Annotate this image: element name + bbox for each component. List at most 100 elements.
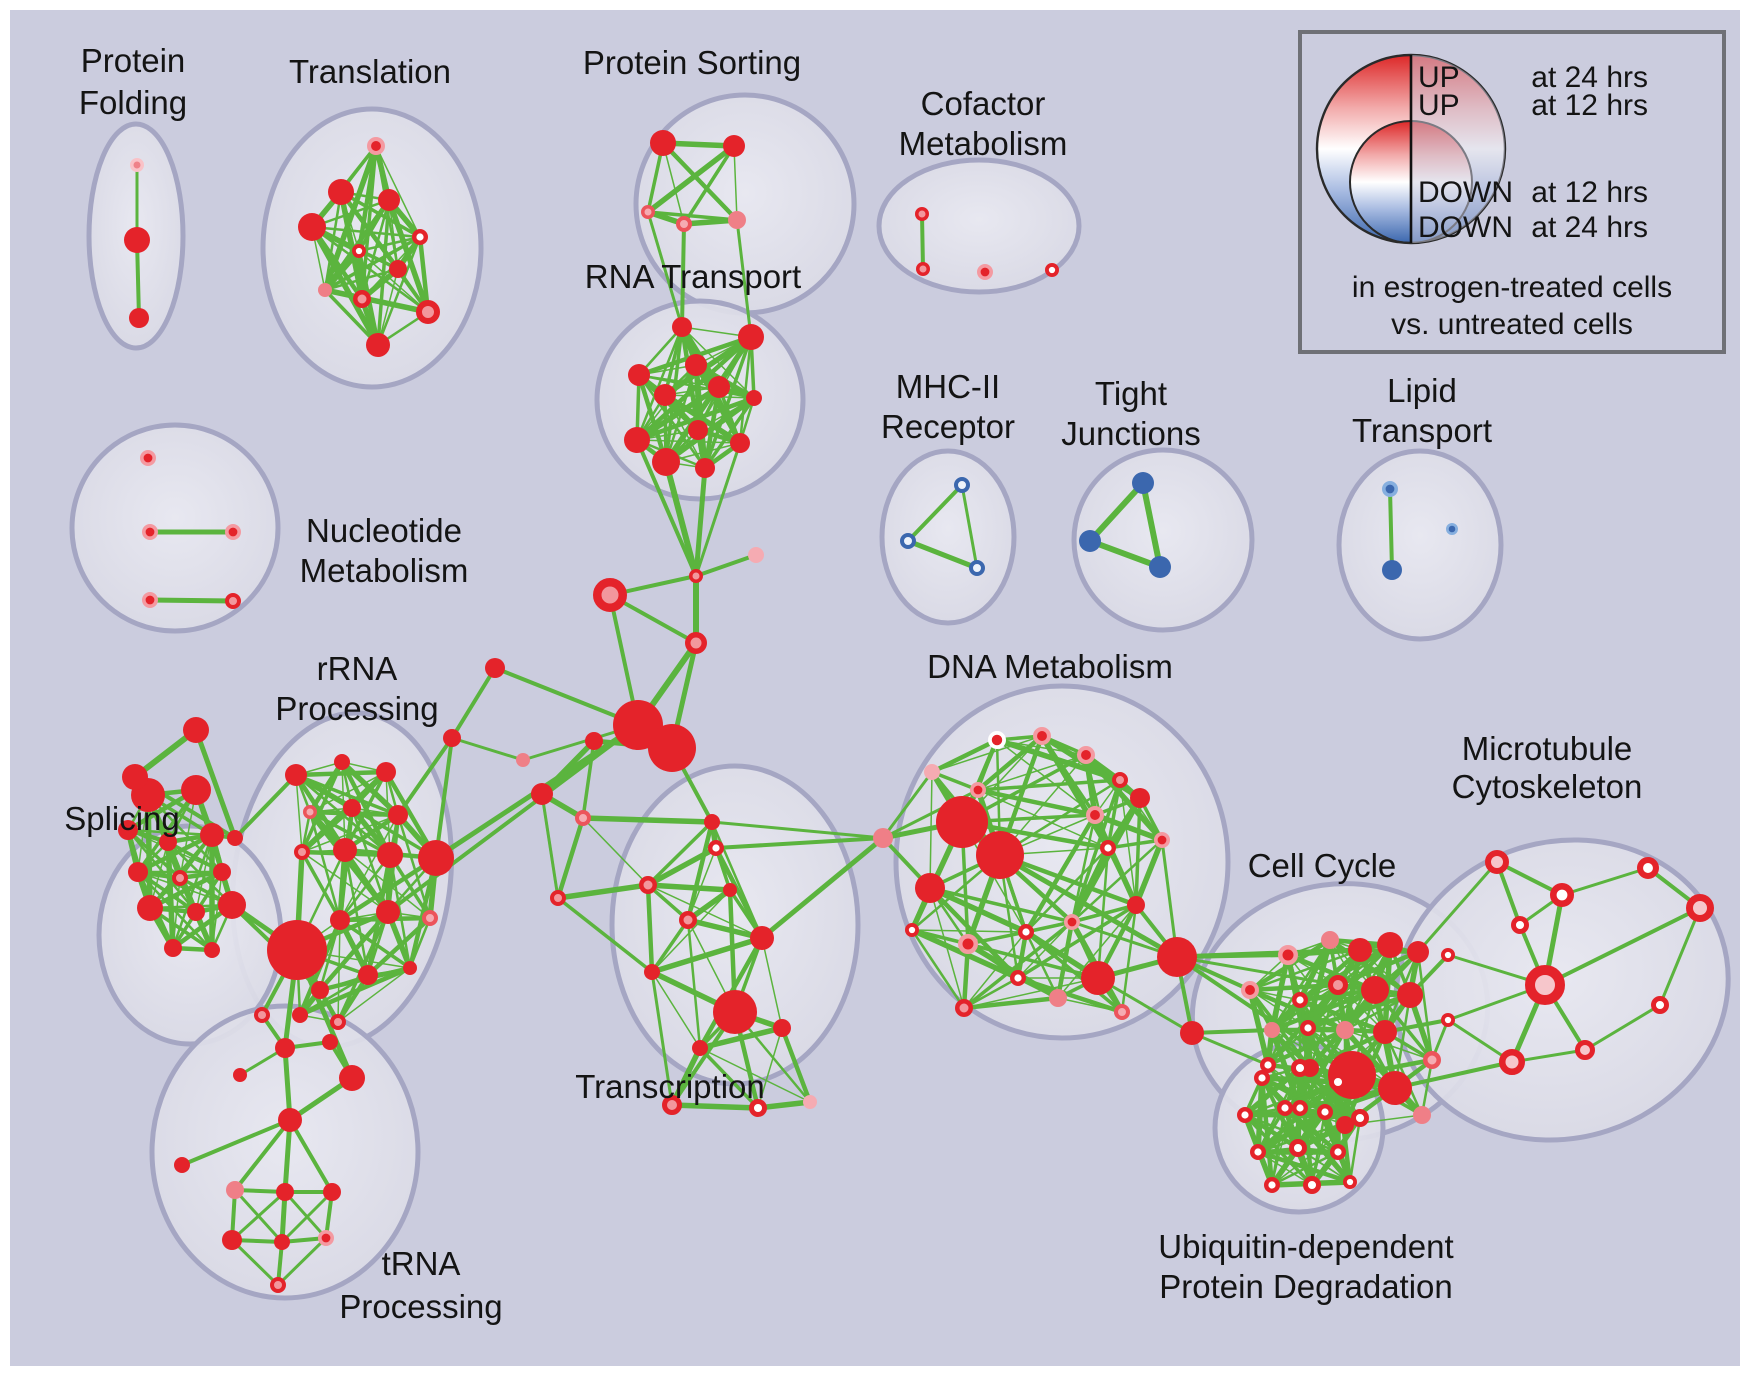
node-br1 [1180, 1021, 1204, 1045]
node-rr2 [376, 762, 396, 782]
legend-row-label-1: UP [1418, 89, 1460, 122]
edge-tr [323, 288, 380, 347]
cluster-label-cf-line0: Cofactor [921, 85, 1046, 122]
edge-fa-fb [450, 666, 497, 740]
legend-row-time-0: at 24 hrs [1531, 61, 1648, 94]
node-mt8 [1637, 857, 1660, 880]
edge-nu3-nu4 [147, 597, 236, 604]
node-dn0 [988, 731, 1007, 750]
node-lp1 [1382, 560, 1402, 580]
edge-tx [757, 1027, 783, 1109]
node-cc5 [1407, 941, 1429, 963]
edge-mt0-mt1 [1495, 860, 1564, 897]
edge-mh0-mh1 [906, 483, 964, 543]
node-rr15 [358, 965, 378, 985]
node-ub6 [1350, 1108, 1369, 1127]
node-mt5 [1441, 1012, 1456, 1027]
edge-cc [1247, 987, 1271, 1068]
node-sp10 [218, 891, 246, 919]
node-rr8 [377, 842, 403, 868]
node-dn11 [1099, 840, 1116, 857]
edge-rr [300, 850, 342, 922]
edge-cc17-mt6 [1393, 1060, 1514, 1090]
edge-dn [963, 977, 1099, 1009]
edge-tx [685, 819, 715, 923]
node-rr4 [343, 799, 361, 817]
edge-cc [1265, 1027, 1348, 1068]
node-tn2 [322, 1034, 338, 1050]
edge-dn [962, 920, 1074, 1010]
edge-tr [375, 145, 421, 238]
edge-dn [961, 941, 971, 1011]
node-sp2 [118, 820, 138, 840]
node-tr0 [366, 136, 385, 155]
cluster-label-mt-line1: Cytoskeleton [1452, 768, 1643, 805]
edge-rr [294, 773, 400, 817]
node-tr6 [389, 260, 407, 278]
node-pf0 [130, 158, 144, 172]
node-dn7 [1086, 806, 1105, 825]
node-dn2 [1077, 746, 1096, 765]
node-mt1 [1550, 882, 1575, 907]
node-cc1 [1278, 945, 1298, 965]
edge-tr [322, 248, 362, 293]
legend: UP at 24 hrs UP at 12 hrs DOWN at 12 hrs DOWN a… [1298, 30, 1726, 354]
node-dn19 [1049, 989, 1067, 1007]
cluster-ellipse-cf [876, 157, 1082, 295]
edge-tr [377, 268, 399, 346]
node-tr3 [298, 213, 326, 241]
cluster-label-rr-line1: Processing [275, 690, 438, 727]
edge-tr [309, 224, 381, 348]
edge-dn [1134, 796, 1142, 907]
node-ps4 [728, 211, 746, 229]
node-rt2 [685, 354, 707, 376]
edge-tx [713, 845, 765, 941]
edge-rr [339, 814, 399, 921]
node-rt4 [708, 376, 730, 398]
node-cc8 [1361, 976, 1389, 1004]
edge-cc [1266, 1026, 1310, 1067]
edge-cc [1248, 948, 1362, 992]
edge-rt11-ch0 [693, 465, 708, 579]
node-rr12 [376, 900, 400, 924]
node-t2 [122, 764, 148, 790]
node-mh1 [900, 533, 916, 549]
node-rr5 [388, 805, 408, 825]
edge-dn [975, 733, 1045, 793]
edge-tr [417, 234, 431, 315]
edge-fb-rr5 [396, 736, 454, 817]
node-tx2 [575, 810, 591, 826]
node-cc6 [1291, 992, 1308, 1009]
node-mh0 [954, 477, 970, 493]
legend-row-label-2: DOWN [1418, 176, 1513, 209]
node-ub9 [1329, 1143, 1346, 1160]
node-tx15 [803, 1095, 817, 1109]
edge-ps [660, 140, 740, 223]
node-cf1 [916, 262, 930, 276]
node-sp1 [181, 775, 211, 805]
node-rr9 [418, 840, 454, 876]
node-ub5 [1316, 1103, 1333, 1120]
node-tx4 [708, 840, 725, 857]
node-fa [485, 658, 505, 678]
edge-sp [136, 788, 198, 874]
edge-dn [1015, 975, 1125, 1015]
edge-ub [1270, 1106, 1287, 1187]
edge-tx [699, 1047, 811, 1103]
cluster-label-tn-line0: tRNA [382, 1245, 461, 1282]
edge-dn [1083, 752, 1165, 843]
legend-row-label-3: DOWN [1418, 211, 1513, 244]
node-rr17 [330, 1014, 346, 1030]
edge-sp [211, 871, 223, 951]
cluster-label-tj-line1: Junctions [1061, 415, 1200, 452]
node-tr10 [366, 333, 390, 357]
edge-ps2-rt0 [646, 210, 684, 329]
edge-ps [645, 143, 737, 215]
node-ch0 [689, 569, 703, 583]
edge-mh1-mh2 [905, 538, 980, 571]
edge-t1-t3 [193, 727, 238, 841]
node-dn12 [1154, 831, 1171, 848]
edge-tx [685, 917, 765, 941]
node-ub11 [1302, 1175, 1321, 1194]
node-tn3 [339, 1065, 365, 1091]
